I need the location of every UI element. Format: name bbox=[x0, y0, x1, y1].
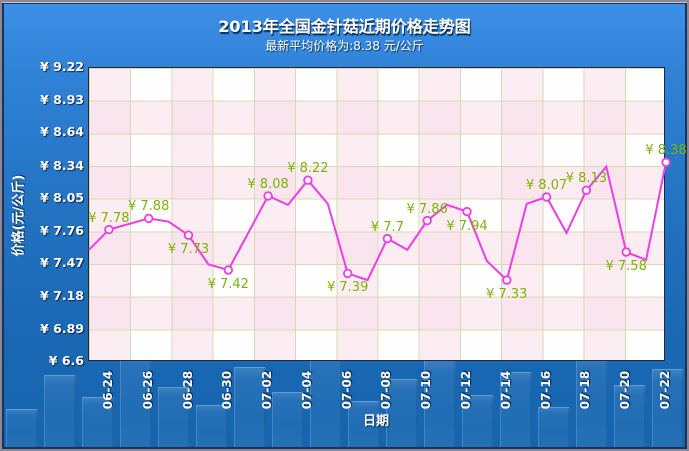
background-pillar bbox=[462, 395, 494, 447]
y-axis-tick-label: ¥ 6.89 bbox=[40, 320, 84, 336]
data-point-label: ¥ 7.42 bbox=[207, 277, 249, 292]
data-point-marker bbox=[144, 213, 154, 224]
data-point-label: ¥ 8.38 bbox=[645, 143, 687, 159]
background-pillar bbox=[6, 409, 38, 447]
data-point-marker bbox=[343, 268, 353, 279]
data-point-label: ¥ 7.58 bbox=[605, 259, 647, 274]
background-pillar bbox=[652, 369, 684, 447]
data-point-marker bbox=[183, 230, 194, 240]
y-axis-tick-label: ¥ 8.64 bbox=[40, 124, 84, 140]
y-axis-tick-label: ¥ 8.93 bbox=[40, 91, 84, 107]
data-point-label: ¥ 7.73 bbox=[167, 242, 210, 258]
x-axis-tick-label: 07-08 bbox=[379, 370, 394, 410]
data-point-marker bbox=[303, 175, 313, 185]
x-axis-tick-label: 07-10 bbox=[419, 370, 434, 410]
background-pillar bbox=[158, 387, 190, 447]
plot-area: ¥ 7.78 ¥ 7.88 ¥ 7.73 ¥ 7.42 ¥ 8.08 ¥ 8.22 ¥ 7.… bbox=[88, 67, 687, 361]
background-pillar bbox=[234, 367, 266, 447]
data-point-marker bbox=[382, 233, 393, 244]
background-pillar bbox=[614, 385, 646, 447]
y-axis-tick-label: ¥ 7.76 bbox=[40, 222, 84, 238]
data-point-label: ¥ 7.7 bbox=[370, 219, 404, 235]
background-pillar bbox=[310, 349, 342, 447]
background-pillar bbox=[82, 397, 114, 447]
data-point-marker bbox=[581, 185, 592, 195]
data-point-marker bbox=[621, 247, 631, 257]
data-point-label: ¥ 8.07 bbox=[525, 178, 568, 193]
data-point-marker bbox=[661, 157, 671, 167]
data-point-marker bbox=[502, 275, 512, 285]
data-point-marker bbox=[462, 206, 472, 217]
background-pillar bbox=[44, 375, 76, 447]
x-axis-tick-label: 06-24 bbox=[100, 370, 115, 410]
x-axis-tick-label: 07-12 bbox=[459, 370, 473, 410]
data-point-label: ¥ 7.94 bbox=[446, 218, 488, 234]
x-axis-tick-label: 06-26 bbox=[140, 370, 155, 410]
x-axis-tick-label: 07-20 bbox=[618, 370, 633, 410]
x-axis-tick-label: 07-06 bbox=[339, 370, 354, 410]
data-point-label: ¥ 8.13 bbox=[565, 171, 608, 187]
x-axis-tick-label: 07-22 bbox=[658, 370, 672, 410]
price-line-chart bbox=[88, 157, 671, 285]
data-point-marker bbox=[104, 224, 114, 235]
x-axis-tick-label: 07-16 bbox=[538, 370, 553, 410]
background-pillar bbox=[500, 372, 532, 447]
data-point-marker bbox=[263, 191, 273, 201]
x-axis-title: 日期 bbox=[362, 414, 389, 429]
chart-title: 2013年全国金针菇近期价格走势图 bbox=[218, 17, 471, 36]
background-pillar bbox=[538, 407, 570, 447]
data-point-label: ¥ 7.39 bbox=[327, 280, 369, 296]
x-axis-tick-label: 07-18 bbox=[578, 370, 593, 410]
y-axis-tick-label: ¥ 6.6 bbox=[48, 353, 84, 368]
y-axis-tick-label: ¥ 9.22 bbox=[40, 59, 84, 74]
data-point-label: ¥ 7.78 bbox=[88, 210, 130, 226]
y-axis-tick-label: ¥ 8.34 bbox=[40, 157, 84, 173]
data-point-label: ¥ 7.88 bbox=[128, 199, 170, 215]
x-axis-tick-label: 07-14 bbox=[498, 370, 513, 410]
data-point-label: ¥ 7.86 bbox=[406, 201, 448, 217]
background-pillars bbox=[2, 317, 687, 447]
data-point-marker bbox=[422, 215, 432, 226]
background-pillar bbox=[386, 379, 418, 447]
background-pillar bbox=[424, 359, 456, 447]
data-point-label: ¥ 8.08 bbox=[247, 176, 289, 192]
y-axis-tick-label: ¥ 7.18 bbox=[40, 287, 84, 303]
background-pillar bbox=[196, 405, 228, 447]
data-point-marker bbox=[541, 192, 552, 202]
x-axis-tick-label: 07-04 bbox=[299, 370, 314, 410]
x-axis-tick-label: 06-30 bbox=[220, 370, 235, 410]
y-axis-tick-label: ¥ 8.05 bbox=[40, 190, 84, 206]
background-pillar bbox=[272, 392, 304, 447]
data-point-marker bbox=[223, 265, 233, 275]
background-pillar bbox=[576, 355, 608, 447]
x-axis-tick-label: 07-02 bbox=[260, 370, 275, 410]
background-pillar bbox=[120, 352, 152, 447]
chart-subtitle: 最新平均价格为:8.38 元/公斤 bbox=[265, 39, 424, 53]
x-axis-tick-label: 06-28 bbox=[180, 370, 195, 410]
background-pillar bbox=[348, 401, 380, 447]
y-axis-tick-label: ¥ 7.47 bbox=[40, 255, 84, 271]
data-point-label: ¥ 8.22 bbox=[287, 161, 329, 177]
data-point-label: ¥ 7.33 bbox=[486, 287, 528, 303]
